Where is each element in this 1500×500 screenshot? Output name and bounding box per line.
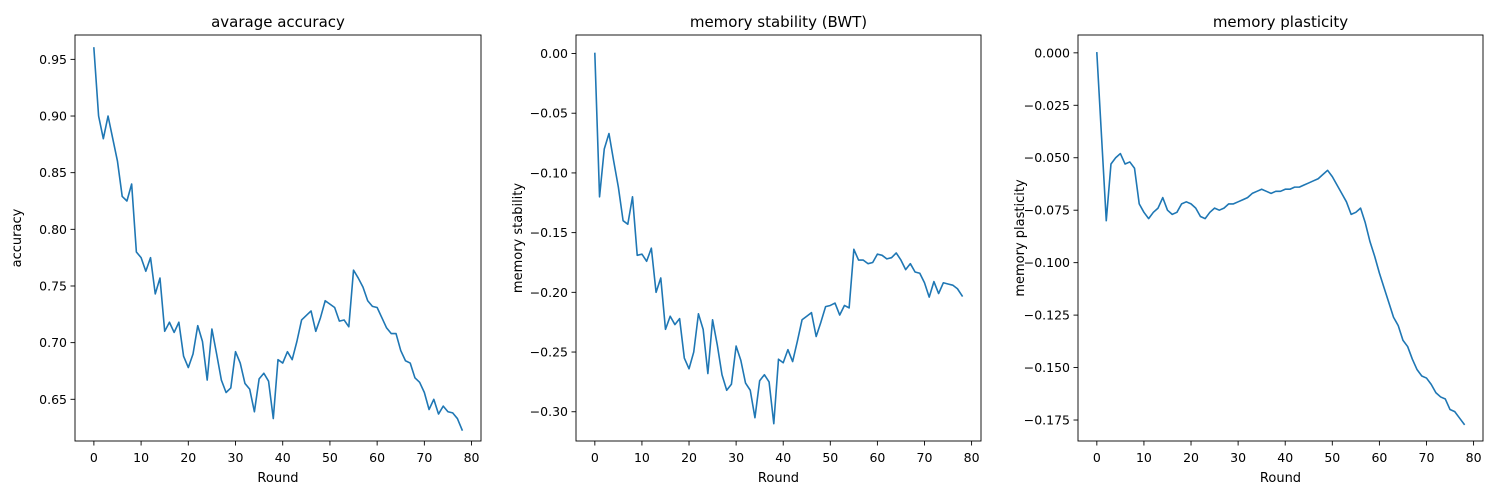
x-tick-label: 60 [1371,450,1387,465]
y-axis-label: memory plasticity [1013,179,1028,297]
y-tick-label: −0.15 [530,225,568,240]
chart-panel-2: 0 10 20 30 40 50 60 70 80 −0.30 −0.25 −0.20 −0.15 −0.… [511,13,982,486]
y-tick-label: −0.150 [1024,360,1070,375]
x-tick-label: 70 [1419,450,1435,465]
axes-frame [74,34,482,442]
x-tick-label: 50 [822,450,838,465]
y-axis-label: accuracy [10,208,25,267]
x-tick-label: 10 [133,450,149,465]
y-tick-label: 0.70 [39,335,67,350]
y-tick-label: −0.075 [1024,203,1070,218]
y-tick-label: 0.65 [39,392,67,407]
x-tick-label: 30 [228,450,244,465]
x-tick-label: 80 [1466,450,1482,465]
chart-title: memory stability (BWT) [690,13,867,31]
y-axis-label: memory stability [511,183,526,293]
x-axis-label: Round [257,471,298,486]
y-tick-label: −0.025 [1024,98,1070,113]
y-tick-label: 0.000 [1034,45,1070,60]
axes-frame [1077,34,1484,442]
x-tick-label: 70 [416,450,432,465]
x-tick-label: 80 [964,450,980,465]
series-line-1 [594,52,964,425]
x-tick-label: 10 [634,450,650,465]
y-tick-label: 0.85 [39,165,67,180]
x-tick-label: 50 [322,450,338,465]
x-tick-label: 0 [1093,450,1101,465]
chart-title: memory plasticity [1213,13,1348,31]
y-tick-label: −0.100 [1024,255,1070,270]
x-tick-label: 80 [464,450,480,465]
x-tick-label: 60 [869,450,885,465]
x-tick-label: 40 [1277,450,1293,465]
y-tick-label: −0.125 [1024,308,1070,323]
y-tick-label: −0.30 [530,404,568,419]
x-tick-label: 40 [275,450,291,465]
x-tick-label: 20 [681,450,697,465]
x-axis-label: Round [1260,471,1301,486]
y-tick-label: 0.00 [540,46,568,61]
x-tick-label: 30 [728,450,744,465]
chart-title: avarage accuracy [211,13,345,31]
y-tick-label: −0.20 [530,285,568,300]
x-tick-label: 70 [917,450,933,465]
axes-frame [575,34,982,442]
y-tick-label: −0.175 [1024,413,1070,428]
y-tick-label: 0.95 [39,52,67,67]
x-tick-label: 0 [90,450,98,465]
x-tick-label: 50 [1324,450,1340,465]
y-tick-label: 0.90 [39,109,67,124]
y-tick-label: −0.10 [530,165,568,180]
x-tick-label: 20 [1183,450,1199,465]
series-line-1 [1095,51,1466,426]
x-tick-label: 40 [775,450,791,465]
x-tick-label: 20 [180,450,196,465]
y-tick-label: −0.050 [1024,150,1070,165]
chart-panel-3: 0 10 20 30 40 50 60 70 80 −0.175 −0.150 −0.125 −0.10… [1013,13,1484,486]
x-tick-label: 30 [1230,450,1246,465]
y-tick-label: −0.05 [530,106,568,121]
x-axis-label: Round [758,471,799,486]
series-line-1 [93,47,464,431]
x-tick-label: 10 [1136,450,1152,465]
chart-panel-1: 0 10 20 30 40 50 60 70 80 0.65 0.70 0.75 0.80 0.85 0.9… [10,13,482,486]
y-tick-label: −0.25 [530,345,568,360]
y-tick-label: 0.75 [39,278,67,293]
x-tick-label: 0 [591,450,599,465]
y-tick-label: 0.80 [39,222,67,237]
x-tick-label: 60 [369,450,385,465]
